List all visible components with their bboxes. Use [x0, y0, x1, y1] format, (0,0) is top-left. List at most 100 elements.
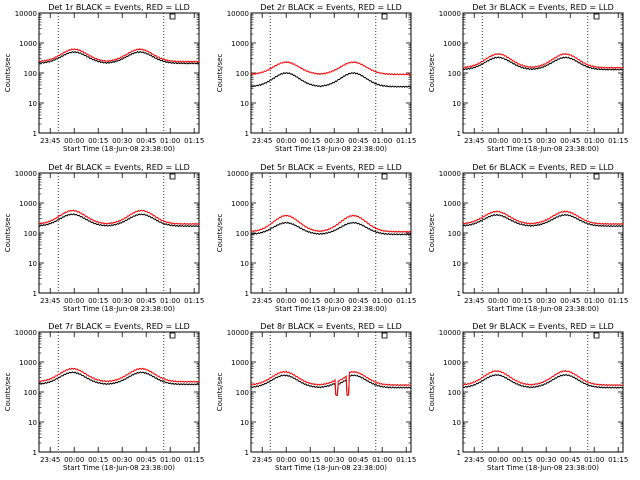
panel-det-5: Det 5r BLACK = Events, RED = LLD 1 10 100 10…	[216, 163, 416, 313]
x-tick-label: 01:00	[160, 137, 180, 145]
panel-title: Det 2r BLACK = Events, RED = LLD	[260, 3, 402, 12]
panel-det-7: Det 7r BLACK = Events, RED = LLD 1 10 100 10…	[4, 322, 204, 472]
panel-title: Det 3r BLACK = Events, RED = LLD	[472, 3, 614, 12]
y-axis-label: Counts/sec	[4, 373, 12, 412]
series-line-events	[462, 373, 624, 389]
y-tick-label: 1	[245, 130, 249, 138]
x-tick-label: 00:00	[276, 456, 296, 464]
panel-title: Det 6r BLACK = Events, RED = LLD	[472, 163, 614, 172]
x-tick-label: 00:15	[300, 137, 320, 145]
series-line-events	[250, 221, 412, 236]
plot-frame	[250, 172, 412, 294]
y-tick-label: 10	[452, 419, 461, 427]
panel-det-1: Det 1r BLACK = Events, RED = LLD 1 10 100 10…	[4, 3, 204, 153]
panel-title: Det 7r BLACK = Events, RED = LLD	[48, 322, 190, 331]
y-tick-label: 100	[236, 230, 249, 238]
y-tick-label: 100	[24, 230, 37, 238]
x-axis-label: Start Time (18-Jun-08 23:38:00)	[487, 464, 599, 472]
x-tick-label: 01:00	[372, 456, 392, 464]
plot-frame	[38, 12, 200, 134]
series-line-lld	[462, 53, 624, 69]
y-tick-label: 1000	[231, 359, 249, 367]
series-line-events	[251, 374, 412, 397]
plot-frame	[462, 12, 624, 134]
x-tick-label: 00:15	[512, 137, 532, 145]
x-axis-label: Start Time (18-Jun-08 23:38:00)	[487, 145, 599, 153]
series-line-lld	[250, 214, 412, 233]
x-tick-label: 00:00	[64, 297, 84, 305]
x-tick-label: 01:00	[372, 137, 392, 145]
y-tick-label: 1000	[231, 40, 249, 48]
y-axis-label: Counts/sec	[216, 54, 224, 93]
panel-det-3: Det 3r BLACK = Events, RED = LLD 1 10 100 10…	[428, 3, 628, 153]
x-tick-label: 00:45	[560, 137, 580, 145]
x-tick-label: 01:15	[396, 456, 416, 464]
x-tick-label: 00:15	[512, 297, 532, 305]
y-axis-label: Counts/sec	[216, 373, 224, 412]
x-tick-label: 00:00	[488, 456, 508, 464]
y-axis-label: Counts/sec	[428, 214, 436, 253]
series-line-lld	[39, 367, 200, 383]
y-tick-label: 100	[448, 389, 461, 397]
x-tick-label: 23:45	[464, 137, 484, 145]
legend-box	[169, 13, 176, 20]
series-line-events	[462, 56, 624, 71]
y-tick-label: 10	[28, 100, 37, 108]
series-line-events	[38, 371, 200, 386]
x-tick-label: 01:00	[372, 297, 392, 305]
panel-det-4: Det 4r BLACK = Events, RED = LLD 1 10 100 10…	[4, 163, 204, 313]
x-axis-label: Start Time (18-Jun-08 23:38:00)	[487, 305, 599, 313]
x-tick-label: 01:15	[184, 297, 204, 305]
x-tick-label: 00:30	[112, 297, 132, 305]
y-tick-label: 1	[245, 449, 249, 457]
y-tick-label: 1	[33, 130, 37, 138]
y-tick-label: 10000	[439, 10, 461, 18]
x-tick-label: 23:45	[464, 297, 484, 305]
y-axis-label: Counts/sec	[428, 373, 436, 412]
y-tick-label: 10	[240, 260, 249, 268]
y-tick-label: 100	[448, 230, 461, 238]
y-tick-label: 1	[33, 449, 37, 457]
x-tick-label: 00:00	[276, 137, 296, 145]
panel-title: Det 1r BLACK = Events, RED = LLD	[48, 3, 190, 12]
y-tick-label: 10	[240, 100, 249, 108]
x-tick-label: 00:45	[136, 456, 156, 464]
series-line-events	[38, 50, 200, 65]
x-tick-label: 00:30	[536, 297, 556, 305]
y-tick-label: 10000	[15, 329, 37, 337]
y-tick-label: 1000	[443, 359, 461, 367]
y-axis-label: Counts/sec	[4, 214, 12, 253]
legend-box	[381, 13, 388, 20]
x-tick-label: 01:00	[584, 456, 604, 464]
series-line-lld	[462, 369, 624, 387]
x-tick-label: 01:15	[184, 137, 204, 145]
x-tick-label: 00:00	[64, 456, 84, 464]
plot-frame	[250, 12, 412, 134]
legend-box	[381, 173, 388, 180]
x-tick-label: 01:15	[608, 137, 628, 145]
x-tick-label: 00:45	[348, 456, 368, 464]
y-tick-label: 1	[33, 290, 37, 298]
legend-box	[169, 173, 176, 180]
x-tick-label: 01:15	[396, 137, 416, 145]
y-tick-label: 10	[28, 419, 37, 427]
x-tick-label: 23:45	[464, 456, 484, 464]
plot-frame	[38, 172, 200, 294]
panel-title: Det 4r BLACK = Events, RED = LLD	[48, 163, 190, 172]
y-tick-label: 10	[452, 100, 461, 108]
series-line-events	[462, 213, 624, 228]
x-tick-label: 00:15	[300, 456, 320, 464]
y-tick-label: 100	[236, 70, 249, 78]
plot-frame	[250, 331, 412, 453]
x-tick-label: 00:00	[64, 137, 84, 145]
x-tick-label: 00:15	[512, 456, 532, 464]
legend-box	[593, 332, 600, 339]
x-tick-label: 00:15	[88, 137, 108, 145]
y-tick-label: 100	[24, 389, 37, 397]
x-tick-label: 00:30	[112, 137, 132, 145]
x-tick-label: 00:30	[324, 137, 344, 145]
y-tick-label: 1000	[231, 200, 249, 208]
x-tick-label: 00:30	[536, 456, 556, 464]
x-tick-label: 00:30	[324, 297, 344, 305]
